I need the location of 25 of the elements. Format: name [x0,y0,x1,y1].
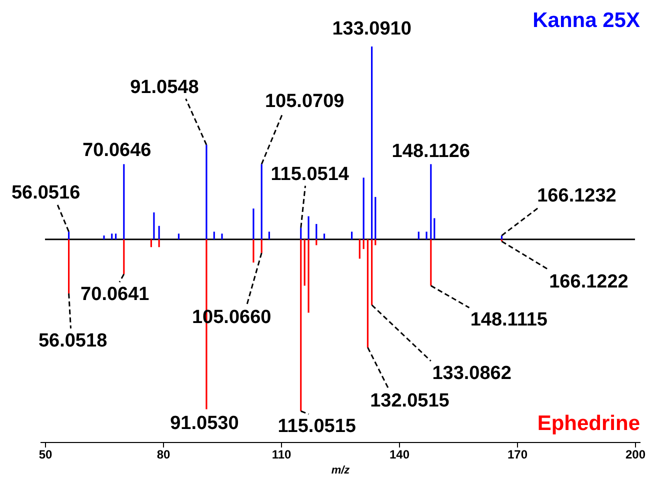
x-axis-title: m/z [331,464,350,476]
x-tick-label: 110 [272,448,292,462]
annotation: 70.0641 [80,284,150,306]
x-tick-label: 80 [156,448,170,462]
text: Kanna 25X [532,9,640,32]
x-tick-label: 200 [625,448,646,462]
annotation: 70.0646 [82,140,152,162]
annotation: 56.0518 [38,330,108,352]
annotation: 166.1222 [549,271,628,292]
annotation: 91.0530 [170,413,239,434]
x-tick-label: 170 [507,448,528,462]
text: Ephedrine [537,412,640,435]
annotation: 115.0514 [270,164,350,185]
x-tick-label: 50 [38,448,52,462]
annotation: 132.0515 [370,390,450,412]
annotation: 166.1232 [537,186,616,207]
annotation: 56.0516 [11,182,80,204]
x-tick-label: 140 [389,448,410,462]
annotation: 148.1126 [392,141,470,162]
annotation: 133.0862 [432,363,512,384]
annotation: 105.0709 [264,91,344,112]
annotation: 115.0515 [278,416,356,438]
annotation: 91.0548 [130,76,199,98]
annotation: 133.0910 [332,18,412,40]
annotation: 148.1115 [470,310,548,331]
